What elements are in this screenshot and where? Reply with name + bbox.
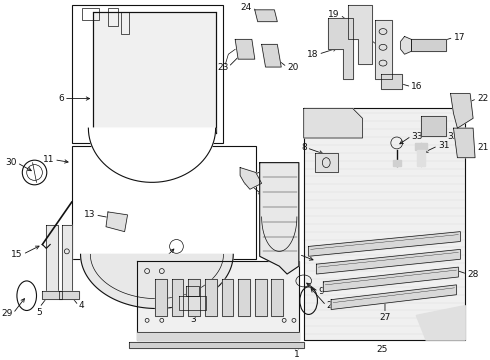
Text: 19: 19 [328,10,340,19]
Polygon shape [454,128,475,158]
Text: 29: 29 [1,309,13,318]
Polygon shape [235,40,255,59]
Text: 18: 18 [307,50,318,59]
Text: 33: 33 [412,131,423,140]
Polygon shape [93,12,216,133]
Polygon shape [417,150,425,166]
Polygon shape [255,10,277,22]
Polygon shape [416,143,427,150]
Polygon shape [451,94,473,128]
Bar [72,146,256,259]
Polygon shape [304,108,363,138]
Polygon shape [401,36,412,54]
Text: 7: 7 [242,178,248,187]
Text: 6: 6 [58,94,64,103]
Text: 31: 31 [438,141,449,150]
Polygon shape [381,74,402,89]
Polygon shape [412,40,446,51]
Polygon shape [238,279,250,316]
Polygon shape [262,44,281,67]
Text: 8: 8 [301,143,307,152]
Text: 4: 4 [78,301,84,310]
Text: 20: 20 [287,63,298,72]
Polygon shape [88,128,216,182]
Polygon shape [240,167,262,189]
Text: 27: 27 [379,314,391,323]
Polygon shape [46,225,58,291]
Polygon shape [155,279,167,316]
Polygon shape [59,291,78,299]
Text: 9: 9 [318,287,324,296]
Polygon shape [42,291,62,299]
Polygon shape [331,285,457,310]
Text: 24: 24 [241,3,252,12]
Polygon shape [106,212,127,231]
Polygon shape [416,306,465,340]
Polygon shape [421,116,446,136]
Text: 17: 17 [454,33,465,42]
Text: 22: 22 [477,94,488,103]
Polygon shape [393,160,401,166]
Text: 15: 15 [11,250,23,259]
Bar [121,12,128,33]
Polygon shape [188,279,200,316]
Polygon shape [179,296,206,310]
Polygon shape [255,279,267,316]
Text: 21: 21 [477,143,489,152]
Text: 26: 26 [288,250,299,259]
Bar [72,5,223,143]
Polygon shape [186,286,199,296]
Polygon shape [375,20,392,79]
Polygon shape [348,5,372,64]
Polygon shape [137,332,299,340]
Text: 28: 28 [467,270,479,279]
Text: 12: 12 [146,262,157,271]
Polygon shape [172,279,183,316]
Text: 13: 13 [84,210,95,219]
Polygon shape [205,279,217,316]
Text: 14: 14 [270,163,281,172]
Bar [108,8,118,26]
Text: 32: 32 [448,131,459,140]
Polygon shape [317,249,460,274]
Polygon shape [328,18,353,79]
Polygon shape [260,163,299,274]
Text: 10: 10 [356,33,368,42]
Polygon shape [271,279,283,316]
Text: 30: 30 [5,158,17,167]
Polygon shape [323,267,459,292]
Text: 5: 5 [37,307,42,316]
Polygon shape [304,108,465,340]
Polygon shape [315,153,338,172]
Polygon shape [62,225,72,291]
Polygon shape [129,342,304,348]
Text: 11: 11 [43,155,54,164]
Text: 2: 2 [326,301,332,310]
Polygon shape [221,279,233,316]
Text: 23: 23 [217,63,228,72]
Text: 16: 16 [412,82,423,91]
Polygon shape [309,231,460,256]
Text: 3: 3 [190,315,196,324]
Bar [81,8,99,20]
Polygon shape [137,261,299,340]
Text: 1: 1 [294,350,300,359]
Text: 25: 25 [376,346,388,355]
Polygon shape [80,254,233,309]
